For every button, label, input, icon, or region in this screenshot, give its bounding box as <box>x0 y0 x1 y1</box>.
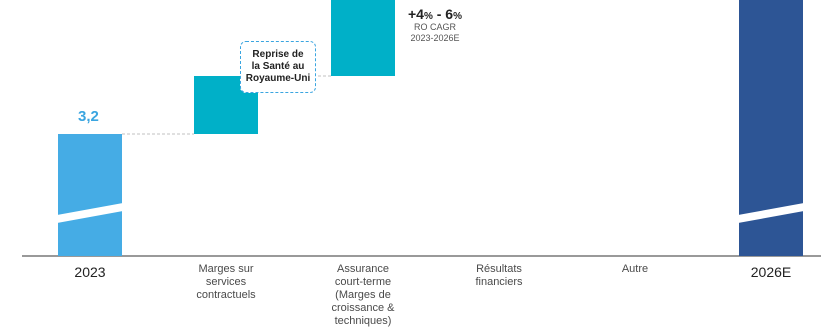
cagr-annotation: +4% - 6% RO CAGR 2023-2026E <box>390 6 480 44</box>
cagr-subtitle-1: RO CAGR <box>413 22 456 32</box>
category-label-2: Assurance court-terme (Marges de croissa… <box>331 263 395 327</box>
uk-health-recovery-callout: Reprise de la Santé au Royaume-Uni <box>240 41 316 93</box>
category-label-5: 2026E <box>750 264 792 280</box>
axis-break-mark-5 <box>738 203 804 223</box>
axis-break-mark-0 <box>57 203 123 223</box>
bar-delta-2-solid <box>331 0 395 76</box>
category-label-0: 2023 <box>74 264 106 280</box>
bar-2023 <box>58 134 122 256</box>
cagr-subtitle-2: 2023-2026E <box>410 33 460 43</box>
category-label-3: Résultats financiers <box>475 263 523 288</box>
category-label-1: Marges sur services contractuels <box>196 263 256 301</box>
category-label-4: Autre <box>621 263 649 275</box>
cagr-title: +4% - 6% <box>407 6 462 22</box>
value-label-2023: 3,2 <box>78 108 99 125</box>
